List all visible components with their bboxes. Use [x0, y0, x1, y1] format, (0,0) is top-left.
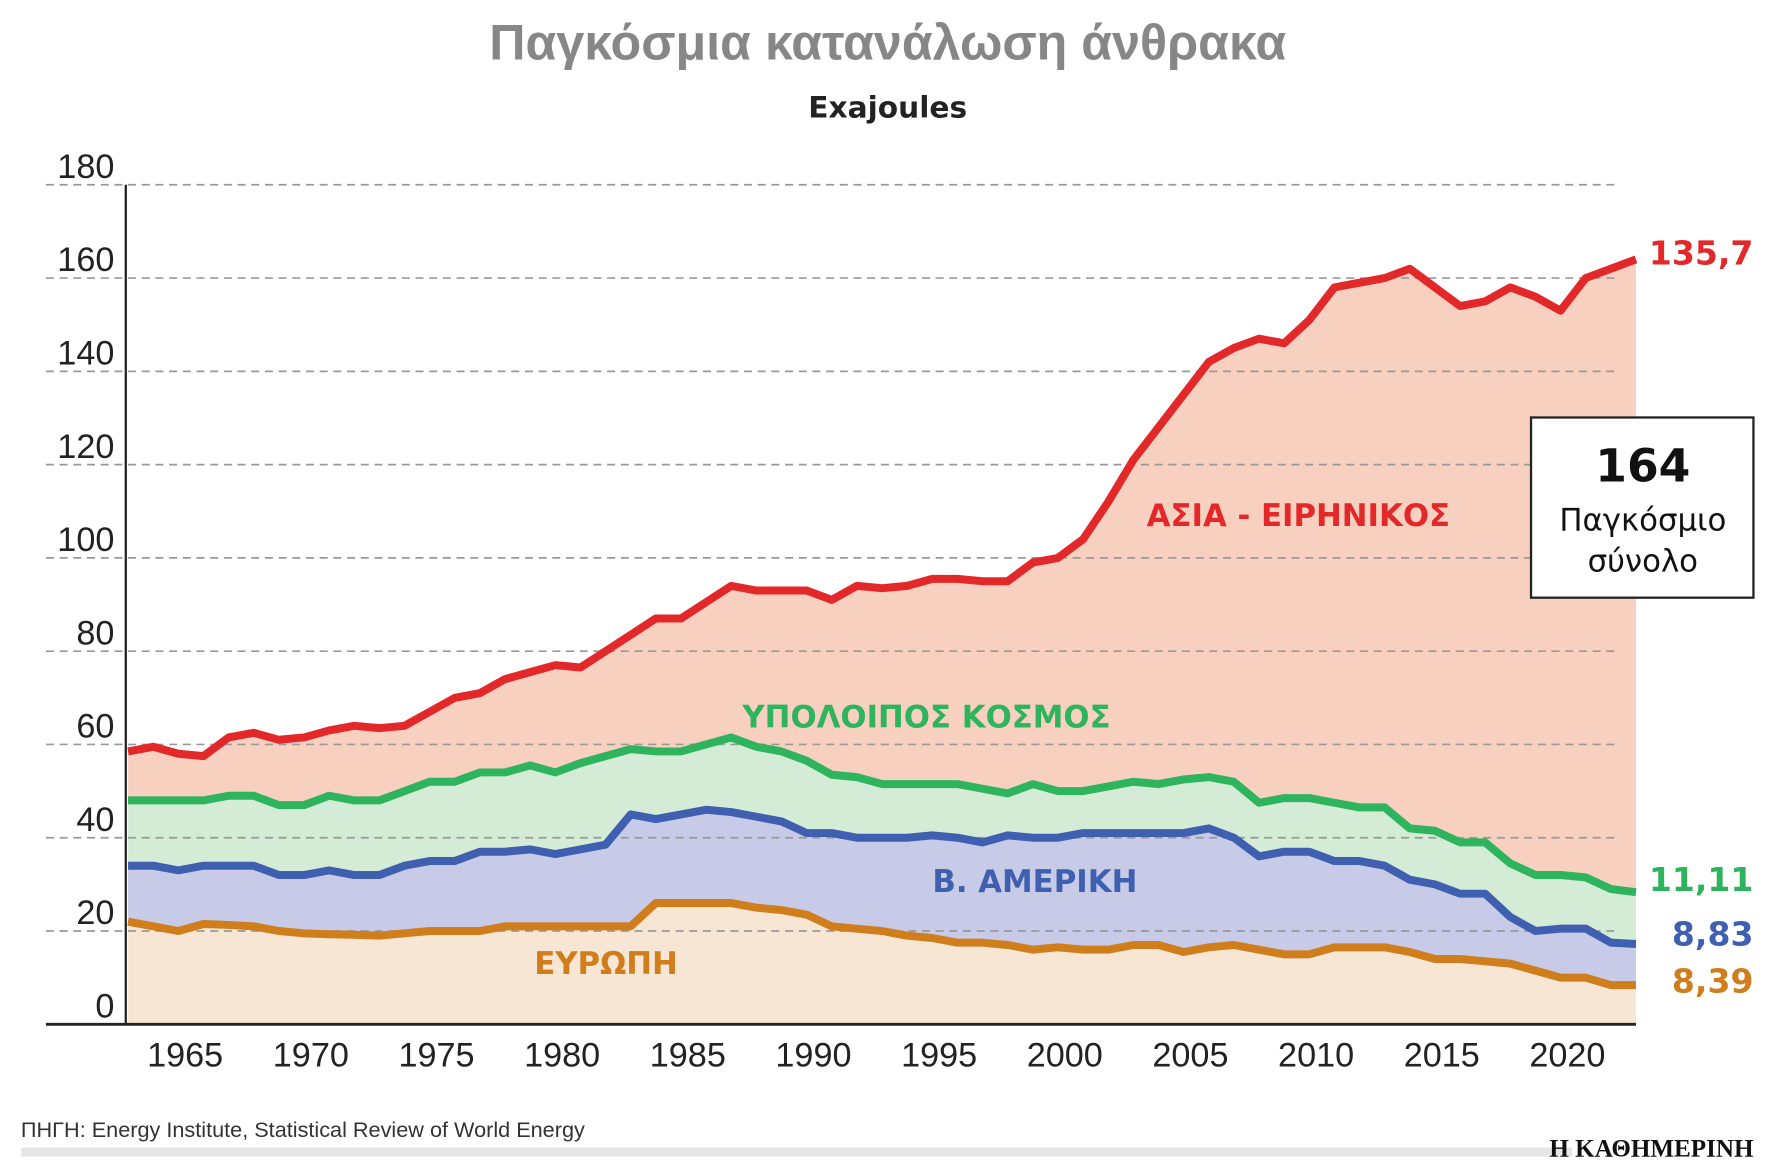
series-line-0 [127, 899, 1636, 990]
source-note: ΠΗΓΗ: Energy Institute, Statistical Revi… [21, 1117, 585, 1142]
end-label-rest: 11,11 [1649, 860, 1754, 899]
region-label-namerica: Β. ΑΜΕΡΙΚΗ [932, 864, 1137, 900]
area-2 [128, 737, 1636, 944]
x-tick-label: 1990 [775, 1036, 851, 1074]
y-tick-label: 80 [76, 614, 114, 652]
area-3 [128, 259, 1636, 893]
total-box: 164 Παγκόσμιο σύνολο [1529, 416, 1755, 599]
x-tick-label: 1965 [147, 1036, 223, 1074]
x-tick-label: 1975 [398, 1036, 474, 1074]
series-line-2 [128, 733, 1637, 897]
y-tick-label: 160 [57, 241, 114, 279]
region-label-europe: ΕΥΡΩΠΗ [534, 946, 678, 982]
x-tick-label: 2000 [1027, 1036, 1103, 1074]
series-line-1 [128, 805, 1637, 948]
x-tick-label: 2020 [1529, 1036, 1605, 1074]
end-label-europe: 8,39 [1672, 961, 1754, 1000]
total-label-line1: Παγκόσμιο [1559, 502, 1726, 538]
x-tick-label: 2010 [1278, 1036, 1354, 1074]
x-tick-label: 2015 [1404, 1036, 1480, 1074]
x-tick-label: 2005 [1152, 1036, 1228, 1074]
y-tick-label: 20 [76, 894, 114, 932]
footer-bar [20, 1147, 1573, 1157]
chart-title: Παγκόσμια κατανάλωση άνθρακα [489, 14, 1286, 70]
series-line-3 [127, 255, 1638, 761]
x-tick-label: 1985 [650, 1036, 726, 1074]
y-tick-label: 60 [76, 708, 114, 746]
end-label-asia: 135,7 [1649, 234, 1754, 273]
x-tick-label: 1980 [524, 1036, 600, 1074]
y-tick-label: 100 [57, 521, 114, 559]
y-tick-label: 0 [95, 987, 114, 1025]
chart-subtitle: Exajoules [808, 89, 967, 124]
total-label-line2: σύνολο [1588, 543, 1698, 579]
area-0 [128, 903, 1636, 1025]
region-label-asia: ΑΣΙΑ - ΕΙΡΗΝΙΚΟΣ [1147, 498, 1450, 534]
x-tick-label: 1995 [901, 1036, 977, 1074]
y-tick-label: 40 [76, 801, 114, 839]
y-tick-label: 120 [57, 428, 114, 466]
region-label-rest: ΥΠΟΛΟΙΠΟΣ ΚΟΣΜΟΣ [741, 700, 1110, 736]
y-tick-label: 140 [57, 334, 114, 372]
total-value: 164 [1595, 439, 1690, 492]
publisher-logo: Η ΚΑΘΗΜΕΡΙΝΗ [1549, 1136, 1754, 1163]
end-label-namerica: 8,83 [1672, 915, 1754, 954]
x-tick-label: 1970 [273, 1036, 349, 1074]
y-tick-label: 180 [57, 148, 114, 186]
